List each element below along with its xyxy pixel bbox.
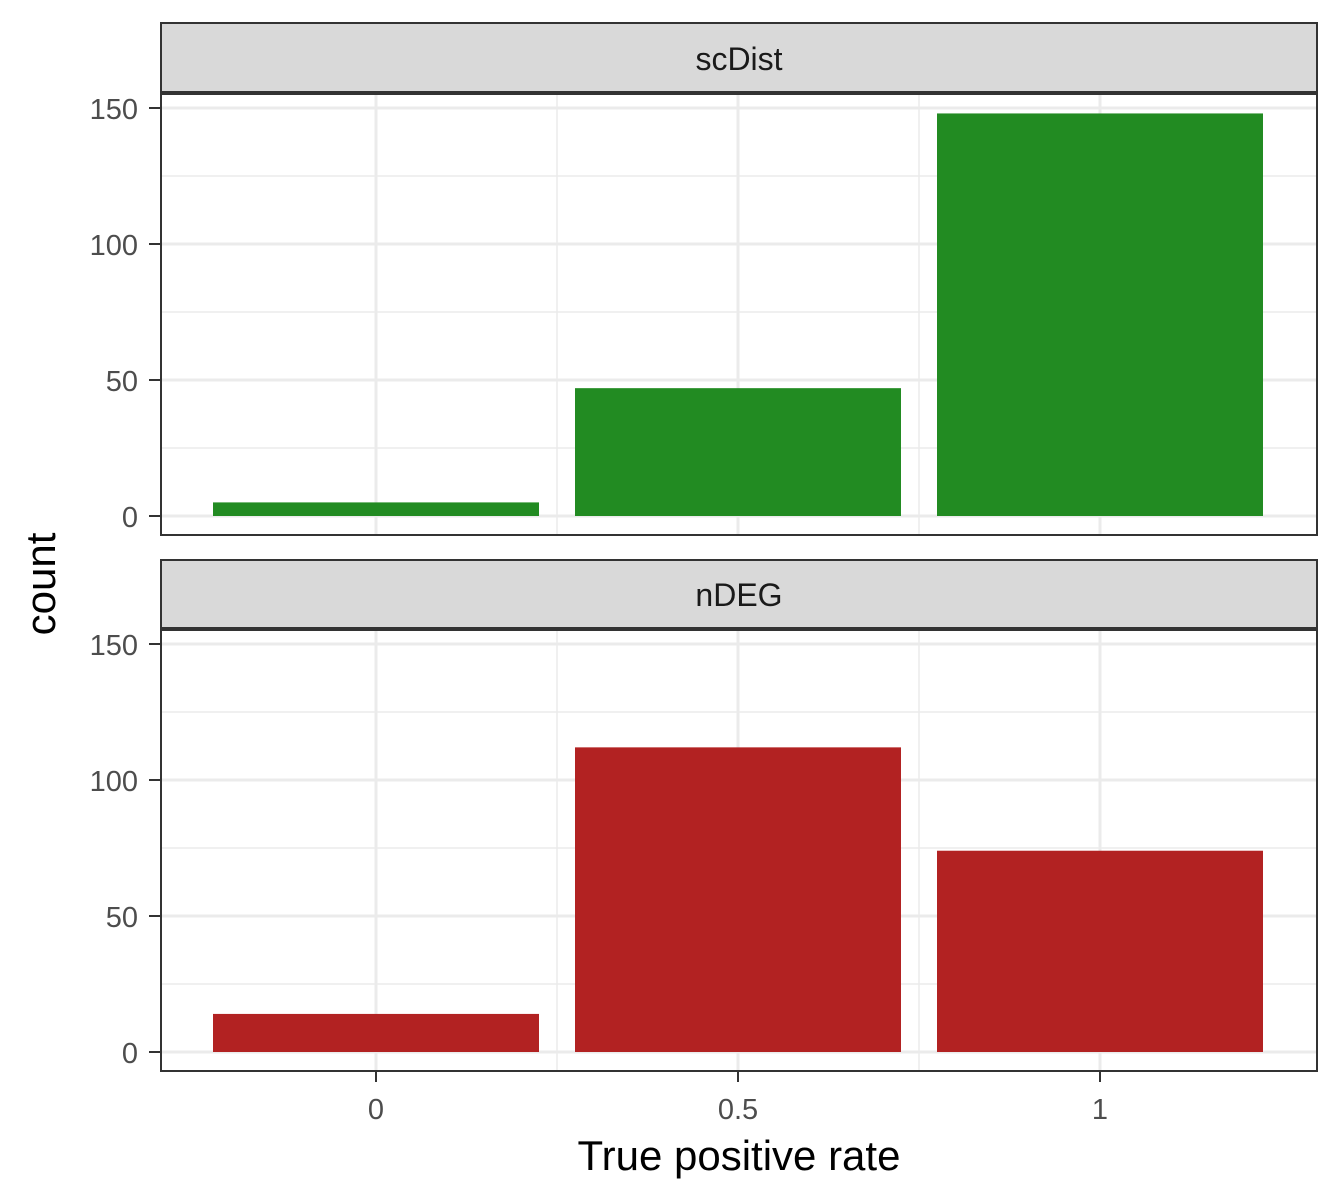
x-axis-title: True positive rate xyxy=(578,1132,901,1179)
x-tick-label: 0 xyxy=(368,1094,384,1126)
y-tick-label: 0 xyxy=(122,1038,138,1070)
facet-title-ndeg: nDEG xyxy=(695,577,782,613)
facet-plot-ndeg: 0 50 100 150 xyxy=(90,629,1318,1072)
facet-scdist: scDist 0 50 100 150 xyxy=(90,22,1318,536)
x-axis: 0 0.5 1 xyxy=(368,1071,1108,1126)
x-tick-label: 1 xyxy=(1092,1094,1108,1126)
panel-border-scdist xyxy=(160,93,1318,536)
bar-ndeg-1 xyxy=(937,850,1263,1052)
facet-strip-ndeg xyxy=(160,559,1318,629)
y-tick-label: 50 xyxy=(106,366,138,398)
y-tick-label: 150 xyxy=(90,630,138,662)
bar-scdist-1 xyxy=(937,113,1263,516)
facet-strip-scdist xyxy=(160,22,1318,93)
bar-scdist-0.5 xyxy=(575,388,901,516)
facet-plot-scdist: 0 50 100 150 xyxy=(90,93,1318,536)
bar-ndeg-0 xyxy=(213,1013,539,1052)
y-tick-label: 0 xyxy=(122,502,138,534)
y-tick-label: 150 xyxy=(90,94,138,126)
y-axis-title: count xyxy=(17,532,64,635)
y-tick-label: 50 xyxy=(106,902,138,934)
y-tick-label: 100 xyxy=(90,230,138,262)
bar-ndeg-0.5 xyxy=(575,747,901,1052)
x-tick-label: 0.5 xyxy=(718,1094,758,1126)
facet-ndeg: nDEG 0 50 100 150 xyxy=(90,559,1318,1072)
y-tick-label: 100 xyxy=(90,766,138,798)
bar-scdist-0 xyxy=(213,502,539,516)
facet-title-scdist: scDist xyxy=(695,41,782,77)
